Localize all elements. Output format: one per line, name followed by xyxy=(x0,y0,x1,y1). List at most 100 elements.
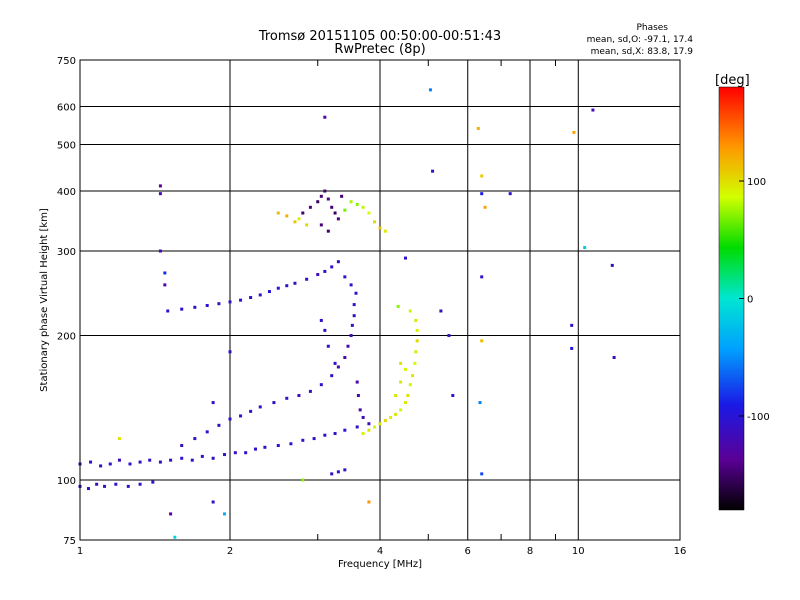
data-point xyxy=(403,367,407,371)
data-point xyxy=(408,309,412,313)
data-point xyxy=(415,339,419,343)
x-tick-label: 4 xyxy=(377,546,383,557)
y-tick-label: 200 xyxy=(57,332,76,343)
data-point xyxy=(361,432,365,436)
data-point xyxy=(367,422,371,426)
data-point xyxy=(211,456,215,460)
data-point xyxy=(330,374,334,378)
data-point xyxy=(103,484,107,488)
data-point xyxy=(305,223,309,227)
data-point xyxy=(158,460,162,464)
data-point xyxy=(333,432,337,436)
data-point xyxy=(217,302,221,306)
data-point xyxy=(414,350,418,354)
data-point xyxy=(223,512,227,516)
data-point xyxy=(428,88,432,92)
data-point xyxy=(126,484,130,488)
data-point xyxy=(373,220,377,224)
data-point xyxy=(308,389,312,393)
x-tick-label: 2 xyxy=(227,546,233,557)
data-point xyxy=(285,396,289,400)
data-point xyxy=(343,428,347,432)
y-tick-label: 500 xyxy=(57,141,76,152)
data-point xyxy=(330,472,334,476)
data-point xyxy=(383,229,387,233)
chart-title: Tromsø 20151105 00:50:00-00:51:43 xyxy=(258,29,501,44)
data-point xyxy=(293,281,297,285)
data-point xyxy=(367,500,371,504)
data-point xyxy=(169,512,173,516)
data-point xyxy=(431,169,435,173)
data-point xyxy=(190,458,194,462)
data-point xyxy=(319,318,323,322)
data-point xyxy=(399,408,403,412)
data-point xyxy=(301,478,305,482)
data-point xyxy=(323,269,327,273)
data-point xyxy=(148,458,152,462)
data-point xyxy=(285,284,289,288)
data-point xyxy=(326,344,330,348)
data-point xyxy=(239,414,243,418)
x-axis-label: Frequency [MHz] xyxy=(338,559,422,570)
data-point xyxy=(480,339,484,343)
data-point xyxy=(205,430,209,434)
data-point xyxy=(326,229,330,233)
data-point xyxy=(258,405,262,409)
data-point xyxy=(114,482,118,486)
y-tick-label: 75 xyxy=(63,536,76,547)
data-point xyxy=(228,417,232,421)
data-point xyxy=(272,401,276,405)
data-point xyxy=(415,328,419,332)
data-point xyxy=(151,480,155,484)
data-point xyxy=(591,108,595,112)
data-point xyxy=(200,454,204,458)
data-point xyxy=(258,293,262,297)
data-point xyxy=(233,451,237,455)
data-point xyxy=(158,192,162,196)
data-point xyxy=(305,277,309,281)
data-point xyxy=(323,189,327,193)
data-point xyxy=(138,460,142,464)
data-point xyxy=(319,383,323,387)
data-point xyxy=(301,438,305,442)
data-point xyxy=(612,355,616,359)
data-point xyxy=(336,365,340,369)
data-point xyxy=(480,472,484,476)
stats-x-line: mean, sd,X: 83.8, 17.9 xyxy=(591,47,694,57)
x-tick-label: 8 xyxy=(527,546,533,557)
data-point xyxy=(323,328,327,332)
data-point xyxy=(355,202,359,206)
data-point xyxy=(180,444,184,448)
data-point xyxy=(323,115,327,119)
data-point xyxy=(399,380,403,384)
data-point xyxy=(340,194,344,198)
plot-frame xyxy=(79,59,681,541)
y-tick-label: 600 xyxy=(57,103,76,114)
data-point xyxy=(117,458,121,462)
data-point xyxy=(239,298,243,302)
data-point xyxy=(99,464,103,468)
data-point xyxy=(476,126,480,130)
data-point xyxy=(352,314,356,318)
data-point xyxy=(413,361,417,365)
data-point xyxy=(263,445,267,449)
data-point xyxy=(336,470,340,474)
data-point xyxy=(333,211,337,215)
data-point xyxy=(211,500,215,504)
data-point xyxy=(396,304,400,308)
data-point xyxy=(367,428,371,432)
data-point xyxy=(354,291,358,295)
data-point xyxy=(414,318,418,322)
data-point xyxy=(394,412,398,416)
data-point xyxy=(572,130,576,134)
data-point xyxy=(349,283,353,287)
data-point xyxy=(108,462,112,466)
data-point xyxy=(478,401,482,405)
data-point xyxy=(217,423,221,427)
data-points xyxy=(78,88,616,539)
data-point xyxy=(323,433,327,437)
grid xyxy=(80,60,680,540)
data-point xyxy=(333,361,337,365)
data-point xyxy=(276,286,280,290)
data-point xyxy=(267,290,271,294)
